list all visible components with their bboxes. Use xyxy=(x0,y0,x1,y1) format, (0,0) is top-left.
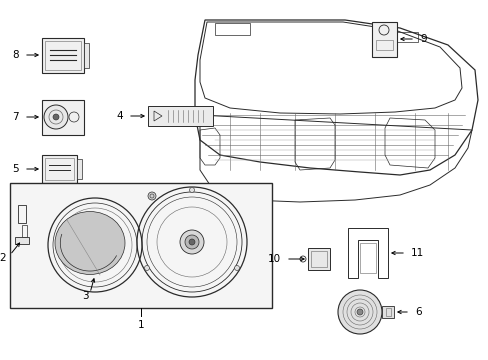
Text: 2: 2 xyxy=(0,253,6,263)
Bar xyxy=(310,251,326,267)
Bar xyxy=(42,100,84,135)
Text: 7: 7 xyxy=(12,112,19,122)
Bar xyxy=(148,106,213,126)
Bar xyxy=(385,308,390,316)
Text: 1: 1 xyxy=(138,320,144,330)
Ellipse shape xyxy=(55,212,125,274)
Bar xyxy=(375,40,392,50)
Text: 5: 5 xyxy=(12,164,19,174)
Circle shape xyxy=(189,239,195,245)
Text: 10: 10 xyxy=(267,254,281,264)
Circle shape xyxy=(356,309,362,315)
Text: 11: 11 xyxy=(410,248,424,258)
Bar xyxy=(18,205,26,223)
Bar xyxy=(359,243,375,273)
Circle shape xyxy=(144,266,149,270)
Text: 8: 8 xyxy=(12,50,19,60)
Bar xyxy=(77,159,82,179)
Bar xyxy=(307,248,329,270)
Circle shape xyxy=(148,192,156,200)
Bar xyxy=(215,23,249,35)
Text: 3: 3 xyxy=(82,291,88,301)
Circle shape xyxy=(180,230,203,254)
Circle shape xyxy=(184,235,199,249)
Bar xyxy=(45,158,74,180)
Text: 6: 6 xyxy=(414,307,421,317)
Circle shape xyxy=(189,188,194,193)
Circle shape xyxy=(44,105,68,129)
Text: 4: 4 xyxy=(116,111,123,121)
Bar xyxy=(42,38,84,73)
Bar xyxy=(42,155,77,183)
Bar xyxy=(389,32,417,42)
Bar xyxy=(10,183,271,308)
Bar xyxy=(45,41,81,70)
Circle shape xyxy=(53,114,59,120)
Text: 9: 9 xyxy=(419,34,426,44)
Bar xyxy=(371,22,396,57)
Circle shape xyxy=(337,290,381,334)
Bar xyxy=(381,306,393,318)
Bar xyxy=(15,237,29,244)
Bar xyxy=(22,225,27,237)
Circle shape xyxy=(234,266,239,270)
Bar xyxy=(84,43,89,68)
